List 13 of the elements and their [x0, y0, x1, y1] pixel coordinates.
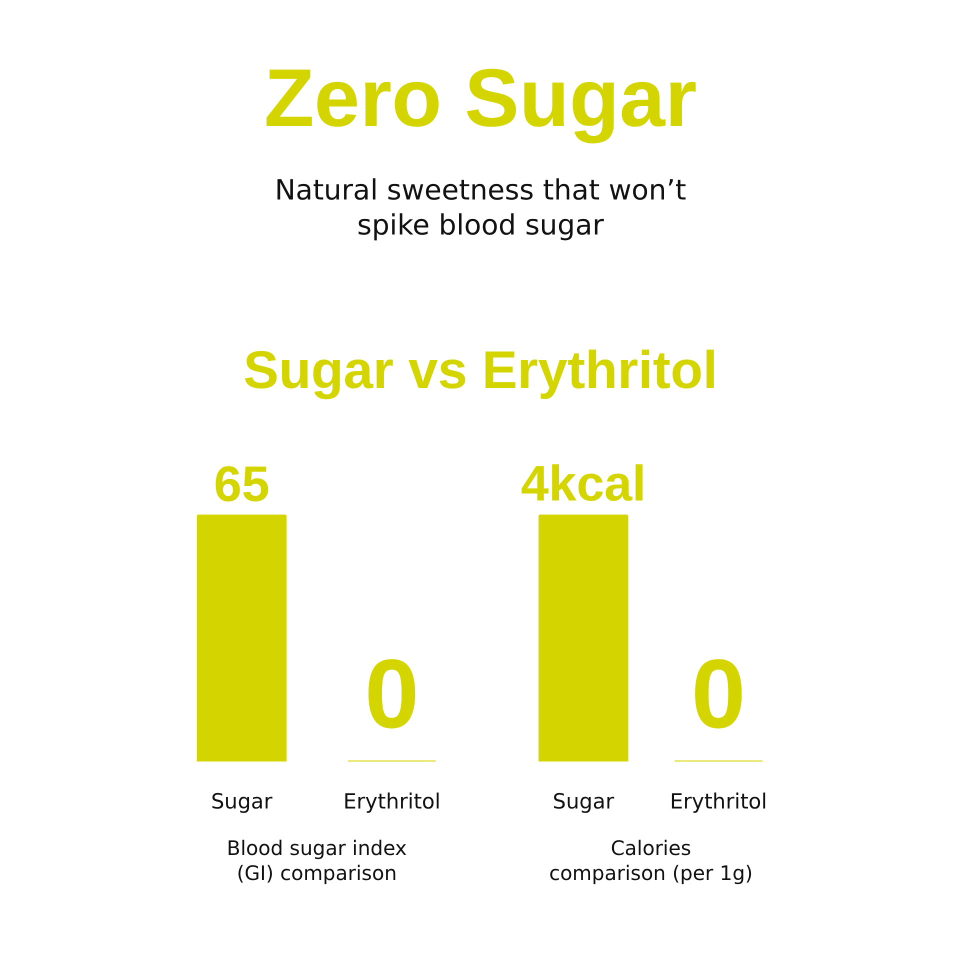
- x-axis-title: Calories comparison (per 1g): [549, 836, 753, 885]
- data-label: 0: [364, 638, 420, 748]
- x-axis-title: Blood sugar index (GI) comparison: [226, 836, 408, 885]
- x-tick-label: Erythritol: [343, 790, 441, 814]
- x-tick-label: Erythritol: [670, 790, 768, 814]
- text: Zero Sugar: [264, 52, 697, 144]
- text: Sugar vs Erythritol: [243, 340, 718, 400]
- x-tick-label: Sugar: [552, 790, 614, 814]
- x-tick-label: Sugar: [210, 790, 273, 814]
- data-label: 4kcal: [520, 456, 646, 512]
- data-label: 65: [214, 456, 270, 512]
- data-label: 0: [691, 638, 746, 748]
- text: Natural sweetness that won’t spike blood sugar: [274, 173, 686, 242]
